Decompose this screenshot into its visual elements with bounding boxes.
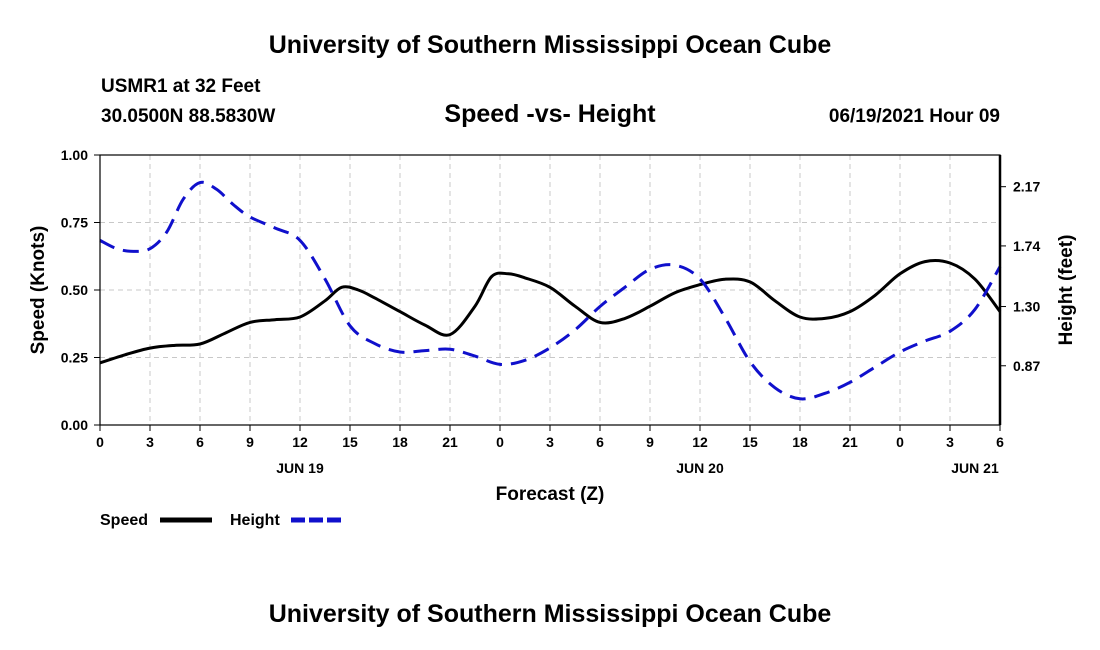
datetime-label: 06/19/2021 Hour 09: [828, 106, 1000, 127]
x-tick-label: 6: [996, 434, 1004, 450]
x-tick-label: 15: [742, 434, 758, 450]
grid: [100, 155, 1000, 425]
x-tick-label: 12: [292, 434, 308, 450]
y-left-tick-label: 0.50: [61, 282, 88, 298]
y-left-tick-label: 0.25: [61, 350, 88, 366]
series-line-speed: [99, 258, 1002, 365]
x-tick-label: 6: [196, 434, 204, 450]
station-label: USMR1 at 32 Feet: [101, 76, 261, 97]
x-tick-label: 0: [496, 434, 504, 450]
x-tick-label: 0: [96, 434, 104, 450]
y-left-axis-title: Speed (Knots): [28, 226, 49, 355]
coordinates-label: 30.0500N 88.5830W: [101, 106, 276, 127]
x-tick-label: 21: [842, 434, 858, 450]
x-tick-label: 3: [146, 434, 154, 450]
legend-label-speed: Speed: [100, 512, 148, 529]
x-tick-label: 15: [342, 434, 358, 450]
axes: 0 3 6 9 12 15 18 21 0 3 6 9 12 15 18 21 0 3 6 JUN 19 JUN 20 J…: [28, 147, 1077, 505]
x-tick-label: 9: [646, 434, 654, 450]
series-layer: [99, 180, 1002, 401]
y-right-tick-label: 0.87: [1013, 358, 1040, 374]
legend: Speed Height: [100, 512, 343, 529]
y-right-tick-label: 2.17: [1013, 179, 1040, 195]
x-tick-label: 18: [392, 434, 408, 450]
y-left-tick-label: 1.00: [61, 147, 88, 163]
legend-label-height: Height: [230, 512, 280, 529]
x-tick-label: 18: [792, 434, 808, 450]
x-tick-label: 3: [546, 434, 554, 450]
x-tick-label: 12: [692, 434, 708, 450]
y-right-tick-label: 1.30: [1013, 299, 1040, 315]
y-right-tick-label: 1.74: [1013, 238, 1040, 254]
x-axis-title: Forecast (Z): [496, 484, 605, 505]
chart-subtitle: Speed -vs- Height: [444, 100, 656, 128]
date-label: JUN 21: [951, 460, 999, 476]
y-right-axis-title: Height (feet): [1056, 235, 1077, 346]
date-label: JUN 20: [676, 460, 724, 476]
x-tick-label: 9: [246, 434, 254, 450]
x-tick-label: 3: [946, 434, 954, 450]
x-tick-label: 21: [442, 434, 458, 450]
y-left-tick-label: 0.00: [61, 417, 88, 433]
chart-title: University of Southern Mississippi Ocean…: [268, 31, 832, 59]
footer-title: University of Southern Mississippi Ocean…: [268, 600, 832, 628]
y-left-tick-label: 0.75: [61, 215, 88, 231]
x-tick-label: 6: [596, 434, 604, 450]
series-line-height: [99, 180, 1002, 401]
x-tick-label: 0: [896, 434, 904, 450]
date-label: JUN 19: [276, 460, 324, 476]
